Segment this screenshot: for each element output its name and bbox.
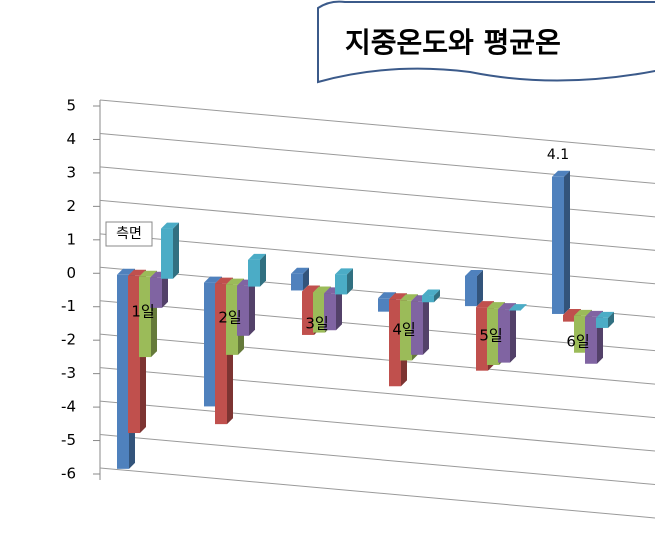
bar xyxy=(248,259,260,287)
bar xyxy=(291,273,303,291)
bar-side xyxy=(303,267,309,291)
grid-line xyxy=(99,99,655,151)
bar-side xyxy=(347,268,353,295)
bar xyxy=(139,276,151,358)
bar xyxy=(563,314,575,322)
x-tick-label: 1일 xyxy=(131,303,154,321)
bar-top xyxy=(161,222,179,229)
bar xyxy=(378,298,390,312)
bar xyxy=(237,285,249,336)
grid-line xyxy=(99,333,655,385)
bar-side xyxy=(336,287,342,331)
bar-side xyxy=(260,253,266,287)
bar-top xyxy=(291,267,309,274)
bar-top xyxy=(422,289,440,296)
bar xyxy=(324,293,336,331)
bar xyxy=(150,277,162,308)
bar xyxy=(574,315,586,353)
bar-side xyxy=(608,311,614,328)
chart-title: 지중온도와 평균온 xyxy=(345,26,561,59)
grid-line xyxy=(99,367,655,419)
bar xyxy=(596,317,608,328)
plot: -6 -5 -4 -3 -2 -1 0 1 2 3 4 5 1일 2일 3일 4일 5일 4.1 6일 xyxy=(61,97,655,519)
data-label: 4.1 xyxy=(547,147,569,163)
x-tick-label: 4일 xyxy=(392,321,415,339)
bar xyxy=(400,300,412,361)
y-tick-label: -3 xyxy=(61,364,76,382)
bar xyxy=(302,291,314,335)
y-tick-label: 0 xyxy=(66,264,76,282)
bar-side xyxy=(162,271,168,308)
bar xyxy=(335,274,347,295)
bar-side xyxy=(510,303,516,363)
bar xyxy=(128,275,140,434)
grid-line xyxy=(99,467,655,519)
bar xyxy=(509,310,521,311)
bar xyxy=(422,295,434,303)
bar xyxy=(313,292,325,333)
y-tick-label: -2 xyxy=(61,331,76,349)
y-tick-label: -4 xyxy=(61,398,76,416)
bar xyxy=(552,176,564,314)
bar-top xyxy=(335,268,353,275)
bar-top xyxy=(248,253,266,260)
x-tick-label: 5일 xyxy=(479,327,502,345)
annotation-box xyxy=(105,221,153,247)
bar xyxy=(117,274,129,469)
y-tick-label: 1 xyxy=(66,230,76,248)
grid-line xyxy=(99,199,655,251)
bar xyxy=(487,308,499,365)
y-tick-label: 5 xyxy=(66,97,76,115)
bar xyxy=(389,299,401,387)
grid-line xyxy=(99,400,655,452)
bar-side xyxy=(249,279,255,336)
y-tick-label: -5 xyxy=(61,431,76,449)
bar xyxy=(204,282,216,407)
x-tick-label: 2일 xyxy=(218,309,241,327)
x-tick-label: 3일 xyxy=(305,315,328,333)
y-tick-label: -6 xyxy=(61,465,76,483)
bar-side xyxy=(173,222,179,279)
grid-line xyxy=(99,132,655,184)
x-tick-label: 6일 xyxy=(566,333,589,351)
bar xyxy=(226,284,238,355)
grid-line xyxy=(99,166,655,218)
bar xyxy=(161,228,173,279)
bar xyxy=(498,309,510,363)
bar-top xyxy=(509,304,527,311)
grid-line xyxy=(99,300,655,352)
annotation: 측면 xyxy=(116,226,142,242)
bar-side xyxy=(477,270,483,307)
bar xyxy=(411,301,423,355)
y-tick-label: 2 xyxy=(66,197,76,215)
y-tick-label: 3 xyxy=(66,163,76,181)
title-banner xyxy=(317,0,655,84)
y-tick-label: -1 xyxy=(61,297,76,315)
bar xyxy=(585,316,597,364)
bar-top xyxy=(465,270,483,277)
bar xyxy=(215,283,227,425)
grid-line xyxy=(99,233,655,285)
grid-line xyxy=(99,434,655,485)
bar xyxy=(476,307,488,371)
bar xyxy=(465,276,477,307)
bar-top xyxy=(596,311,614,318)
bar-side xyxy=(434,289,440,303)
bar-top xyxy=(552,170,570,177)
y-tick-label: 4 xyxy=(66,130,76,148)
bar-side xyxy=(564,170,570,314)
bar-side xyxy=(423,295,429,355)
